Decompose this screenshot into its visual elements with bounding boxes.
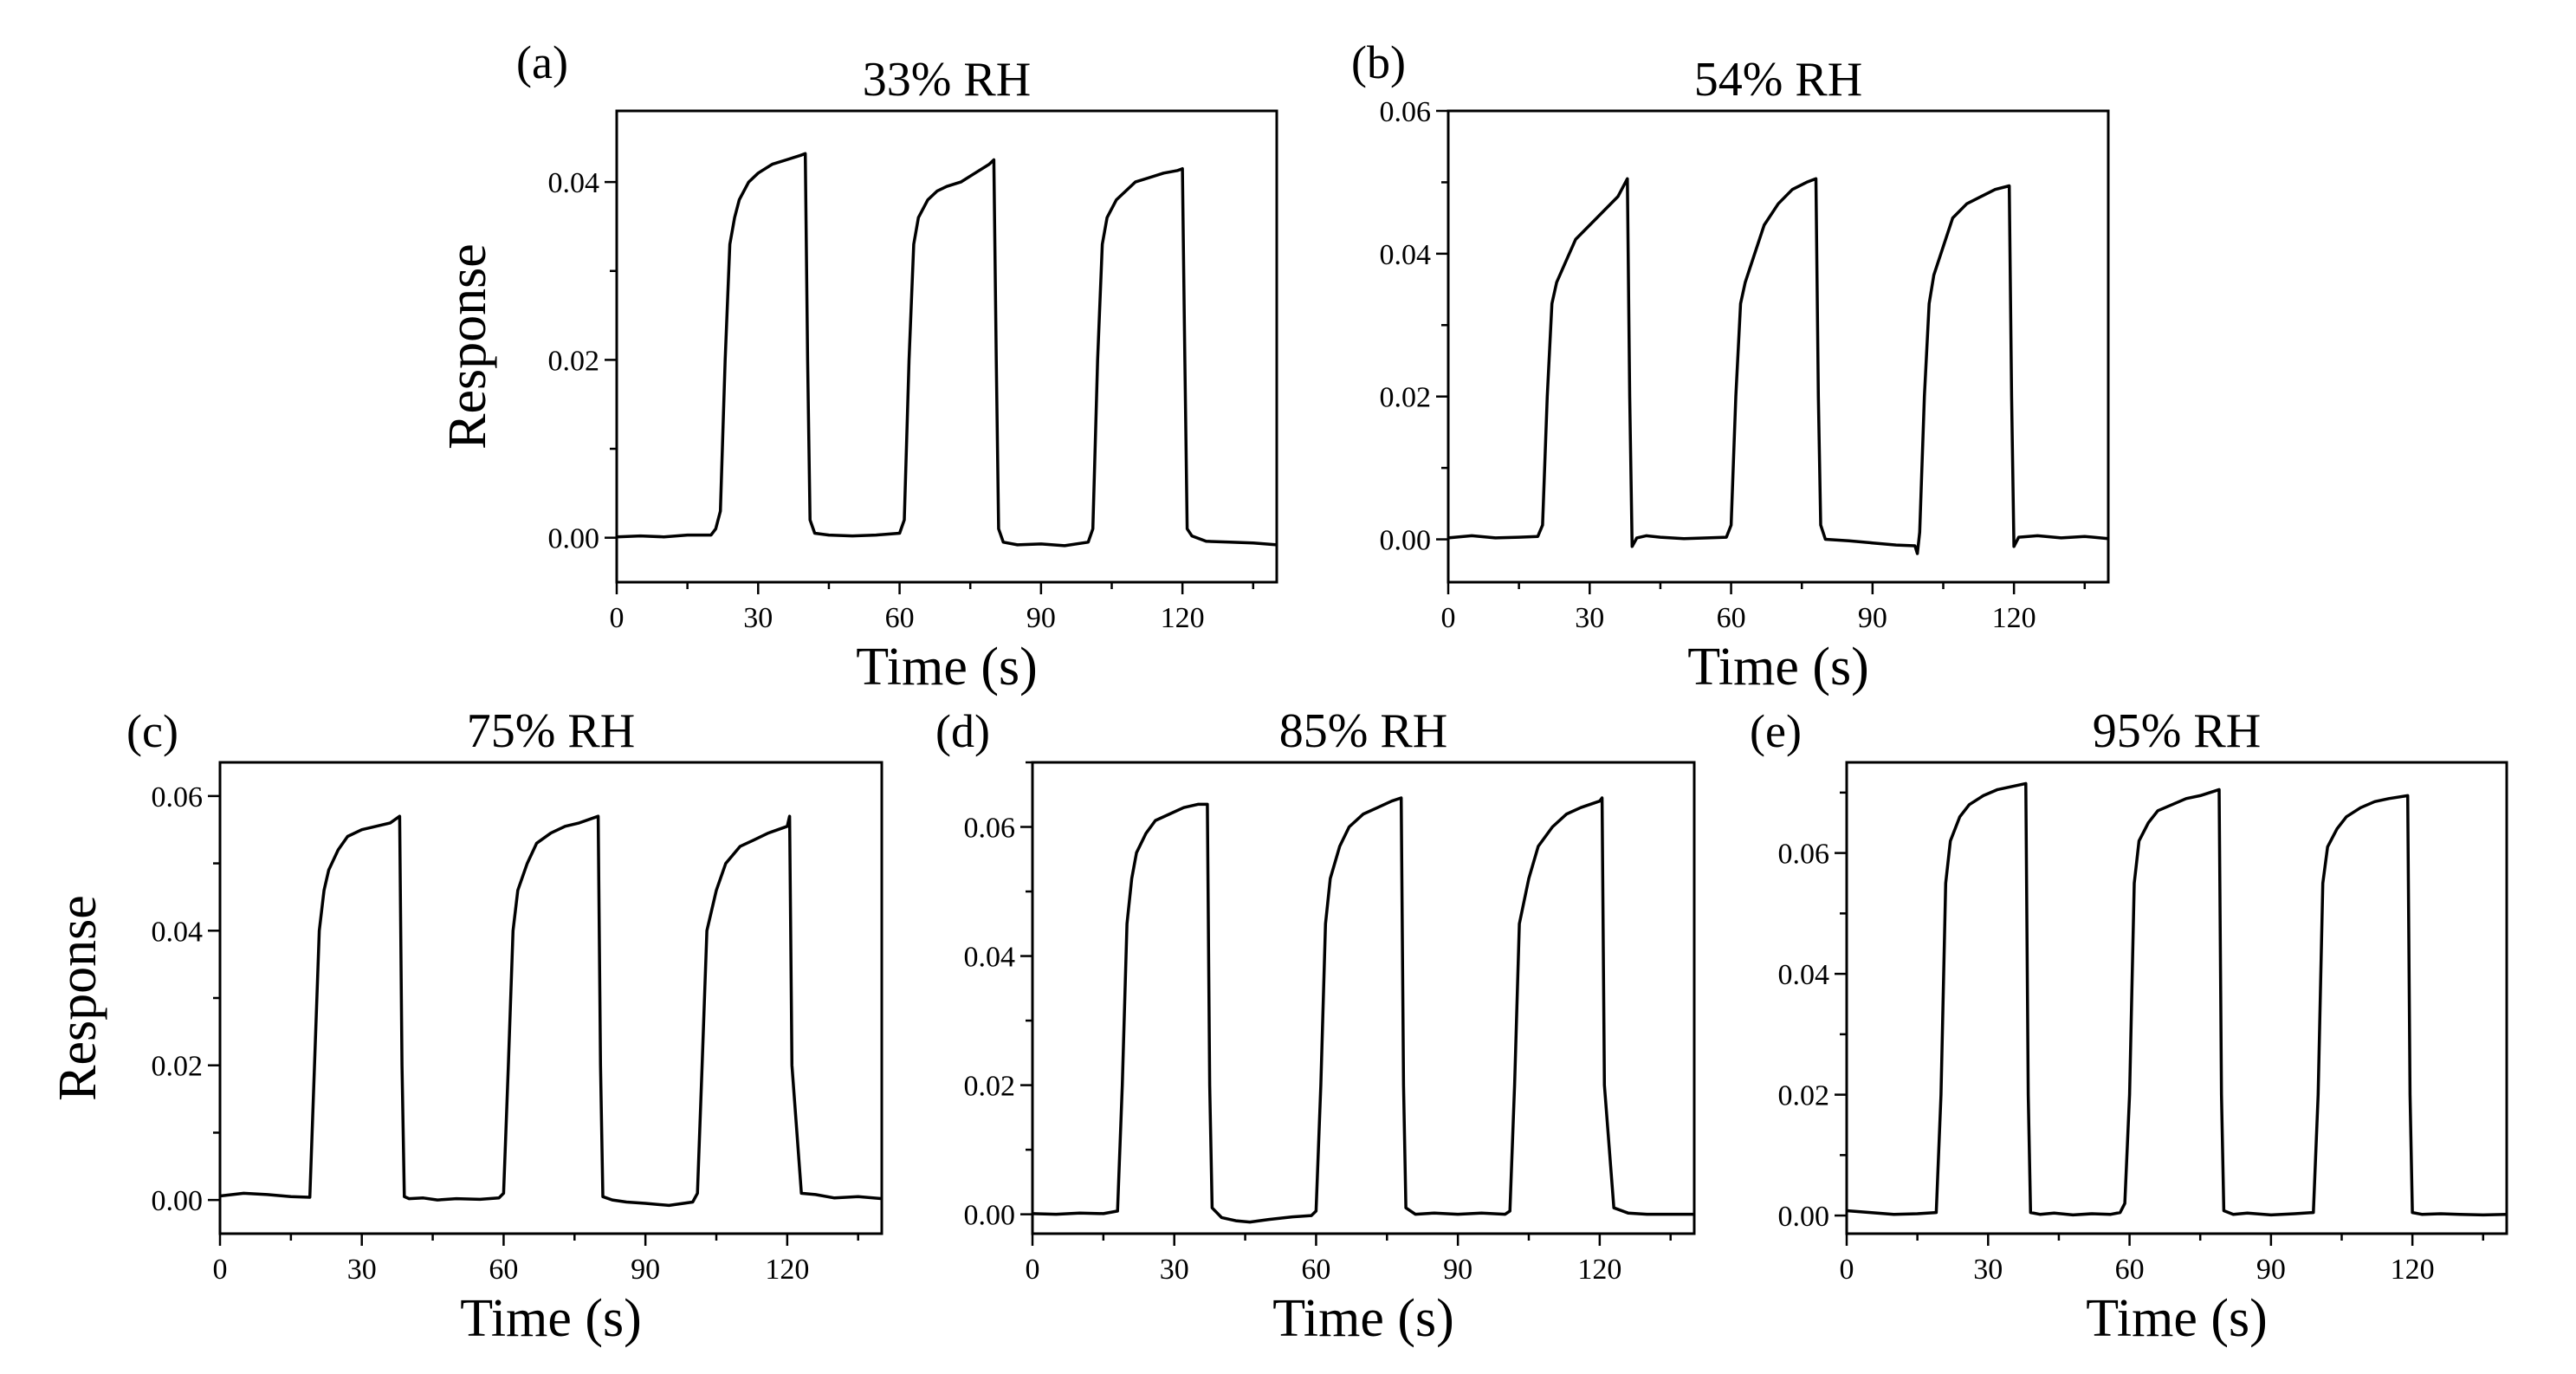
y-tick-label-d: 0.02 [964,1071,1016,1103]
x-axis-label-d: Time (s) [1272,1289,1454,1348]
y-tick-label-a: 0.02 [548,345,600,377]
y-tick-label-c: 0.02 [152,1051,204,1083]
x-axis-label-c: Time (s) [460,1289,642,1348]
y-tick-label-e: 0.06 [1778,839,1830,871]
panel-a: (a) 33% RH 0 30 60 90 120 0.00 0.02 0.04 Time (s) R… [438,36,1278,697]
x-tick-label-d: 30 [1160,1254,1189,1286]
x-tick-label-a: 30 [743,602,773,634]
panel-e: (e) 95% RH 0 30 60 90 120 0.00 0.02 0.04 0.06 Time … [1750,704,2508,1348]
y-tick-label-d: 0.04 [964,942,1016,974]
y-tick-label-b: 0.02 [1380,382,1432,414]
x-tick-label-e: 0 [1840,1254,1854,1286]
series-line-a [616,152,1278,548]
series-line-d [1032,796,1694,1224]
x-tick-label-b: 90 [1858,602,1887,634]
x-tick-label-b: 60 [1717,602,1746,634]
chart-title-e: 95% RH [2093,704,2261,758]
chart-title-b: 54% RH [1694,53,1862,107]
plot-frame-d [1031,761,1696,1235]
x-tick-label-d: 60 [1301,1254,1330,1286]
x-tick-label-a: 90 [1026,602,1056,634]
y-tick-label-d: 0.06 [964,813,1016,845]
x-tick-label-c: 60 [489,1254,518,1286]
x-tick-label-e: 120 [2391,1254,2435,1286]
x-tick-label-c: 120 [765,1254,809,1286]
chart-title-c: 75% RH [467,704,635,758]
x-tick-label-b: 0 [1441,602,1456,634]
x-axis-label-a: Time (s) [856,638,1038,697]
x-tick-label-b: 30 [1575,602,1604,634]
y-axis-label-a: Response [438,243,497,450]
y-tick-label-b: 0.06 [1380,96,1432,128]
x-axis-label-b: Time (s) [1687,638,1869,697]
x-axis-label-e: Time (s) [2086,1289,2268,1348]
x-tick-label-c: 30 [347,1254,377,1286]
y-tick-label-b: 0.04 [1380,239,1432,271]
panel-label-b: (b) [1351,36,1406,88]
y-axis-label-c: Response [49,895,107,1101]
y-tick-label-c: 0.06 [152,781,204,813]
y-tick-label-d: 0.00 [964,1200,1016,1232]
chart-title-d: 85% RH [1279,704,1447,758]
series-line-e [1846,781,2508,1217]
panel-c: (c) 75% RH 0 30 60 90 120 0.00 0.02 0.04 0.06 Time … [49,704,883,1348]
x-tick-label-a: 60 [885,602,915,634]
x-tick-label-d: 0 [1026,1254,1040,1286]
plot-frame-a [615,109,1278,584]
series-line-b [1447,177,2109,555]
x-tick-label-a: 0 [610,602,625,634]
y-tick-label-e: 0.02 [1778,1080,1830,1112]
chart-title-a: 33% RH [863,53,1031,107]
y-tick-label-b: 0.00 [1380,525,1432,557]
plot-frame-e [1845,761,2508,1235]
x-tick-label-c: 90 [631,1254,660,1286]
x-tick-label-a: 120 [1161,602,1205,634]
y-tick-label-c: 0.00 [152,1185,204,1217]
series-line-c [219,814,883,1208]
plot-frame-b [1447,109,2110,584]
y-tick-label-a: 0.00 [548,523,600,555]
panel-label-c: (c) [126,705,178,757]
panel-b: (b) 54% RH 0 30 60 90 120 0.00 0.02 0.04 0.06 Time … [1351,36,2110,697]
panel-label-e: (e) [1750,705,1802,757]
y-tick-label-a: 0.04 [548,167,600,199]
x-tick-label-d: 120 [1577,1254,1621,1286]
panel-d: (d) 85% RH 0 30 60 90 120 0.00 0.02 0.04 0.06 Time … [935,704,1696,1348]
x-tick-label-c: 0 [213,1254,228,1286]
panel-label-a: (a) [516,36,568,88]
panel-label-d: (d) [935,705,990,757]
y-tick-label-e: 0.00 [1778,1201,1830,1233]
x-tick-label-e: 90 [2256,1254,2286,1286]
y-tick-label-e: 0.04 [1778,959,1830,991]
x-tick-label-b: 120 [1992,602,2036,634]
x-tick-label-e: 60 [2115,1254,2145,1286]
y-tick-label-c: 0.04 [152,916,204,948]
x-tick-label-d: 90 [1443,1254,1472,1286]
x-tick-label-e: 30 [1973,1254,2003,1286]
